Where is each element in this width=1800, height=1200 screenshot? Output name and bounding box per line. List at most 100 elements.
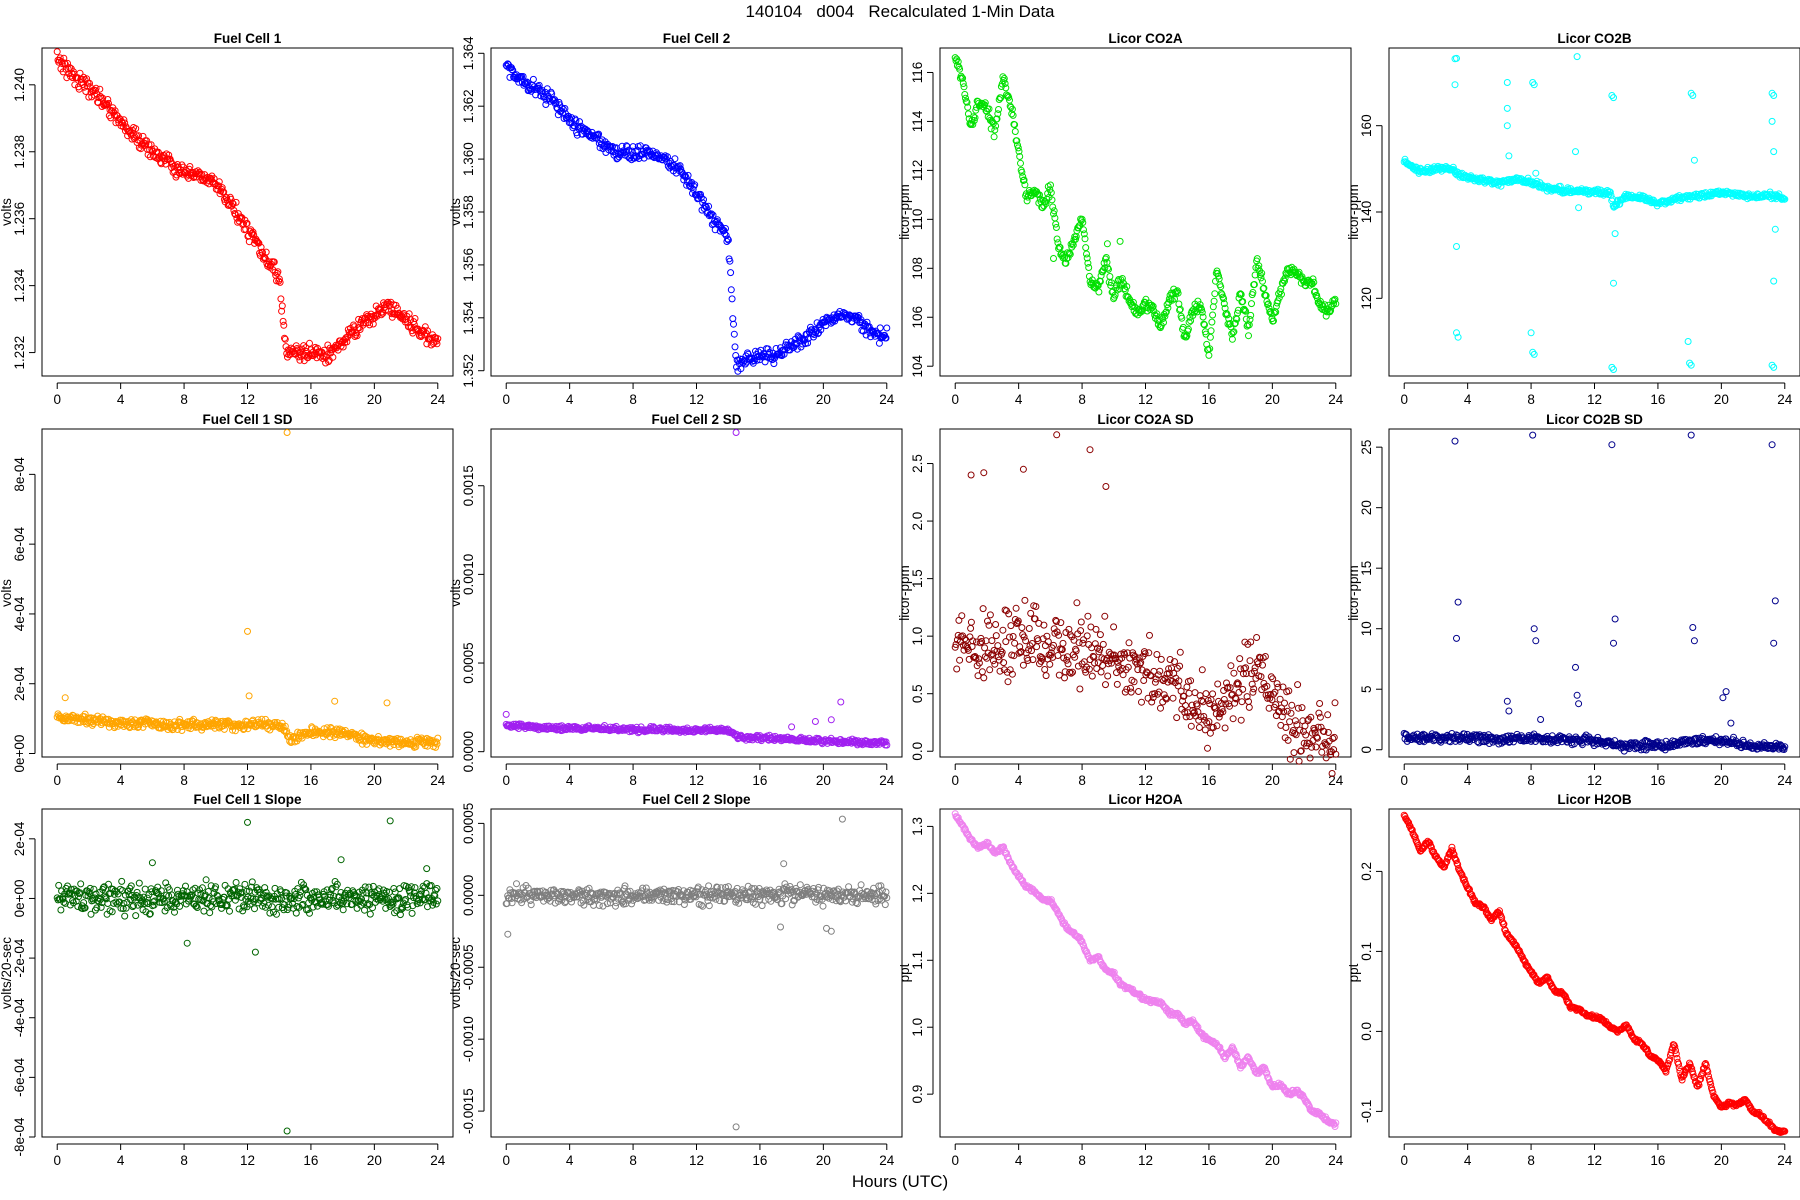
data-point xyxy=(1105,265,1112,273)
data-point xyxy=(1211,290,1219,298)
y-tick-label: 5 xyxy=(1359,685,1374,693)
data-series xyxy=(502,429,891,749)
data-point xyxy=(1044,190,1052,197)
data-point xyxy=(1296,726,1304,734)
data-point xyxy=(1097,272,1105,280)
x-tick-label: 0 xyxy=(502,392,510,407)
data-point xyxy=(1009,111,1017,119)
plot-frame xyxy=(1388,47,1800,377)
figure-title: 140104 d004 Recalculated 1-Min Data xyxy=(745,2,1055,21)
y-tick-label: 1.358 xyxy=(461,195,476,229)
outlier-point xyxy=(1451,81,1459,89)
outlier-point xyxy=(788,723,796,731)
data-point xyxy=(353,332,361,340)
y-tick-label: 0 xyxy=(1359,746,1374,754)
data-point xyxy=(1027,609,1035,617)
data-point xyxy=(393,304,401,312)
data-series xyxy=(502,60,891,375)
data-point xyxy=(215,178,223,186)
data-point xyxy=(1210,297,1218,305)
data-point xyxy=(573,131,581,139)
x-tick-label: 20 xyxy=(1265,392,1280,407)
data-point xyxy=(119,123,127,131)
data-point xyxy=(1221,724,1229,732)
data-point xyxy=(1149,302,1157,310)
data-point xyxy=(118,118,126,126)
x-axis: 0 4 8 12 16 20 24 xyxy=(53,382,446,407)
data-point xyxy=(1095,288,1103,296)
panel-title: Licor CO2B SD xyxy=(1546,412,1643,427)
y-axis-label: licor-ppm xyxy=(897,184,912,240)
data-point xyxy=(1242,307,1250,315)
data-point xyxy=(997,94,1005,102)
data-point xyxy=(1088,672,1096,680)
data-point xyxy=(1227,662,1235,670)
data-point xyxy=(279,317,287,325)
data-point xyxy=(147,141,155,149)
panel-title: Licor CO2B xyxy=(1557,31,1632,46)
x-axis: 0 4 8 12 16 20 24 xyxy=(951,382,1344,407)
y-axis: 0.00.51.01.52.02.5 xyxy=(910,454,934,761)
data-point xyxy=(194,167,202,175)
outlier-point xyxy=(1611,615,1619,623)
data-point xyxy=(594,131,602,139)
outlier-point xyxy=(1575,700,1583,708)
data-point xyxy=(1066,250,1074,258)
data-point xyxy=(138,141,145,149)
outlier-point xyxy=(244,627,251,635)
outlier-point xyxy=(1689,624,1697,631)
data-point xyxy=(535,81,543,89)
y-tick-label: 6e-04 xyxy=(12,526,27,561)
data-point xyxy=(1156,667,1164,675)
data-point xyxy=(1209,303,1217,311)
data-point xyxy=(980,674,988,682)
data-point xyxy=(1129,298,1137,306)
outlier-point xyxy=(1532,169,1540,177)
outlier-point xyxy=(967,471,975,479)
data-point xyxy=(325,358,332,366)
data-point xyxy=(1178,314,1186,322)
data-point xyxy=(434,734,442,742)
data-point xyxy=(339,343,347,351)
data-point xyxy=(105,99,112,107)
data-point xyxy=(278,307,286,315)
data-point xyxy=(232,879,240,886)
data-point xyxy=(964,103,972,111)
data-point xyxy=(110,111,118,119)
outlier-point xyxy=(1610,639,1617,647)
data-point xyxy=(1025,625,1033,632)
panel-title: Fuel Cell 1 xyxy=(214,31,282,46)
data-point xyxy=(1281,274,1289,282)
panel-title: Fuel Cell 2 SD xyxy=(651,412,741,427)
y-tick-label: 0e+00 xyxy=(12,735,27,773)
data-point xyxy=(1220,300,1228,308)
data-point xyxy=(1171,295,1178,303)
y-tick-label: 1.236 xyxy=(12,202,27,236)
data-point xyxy=(1146,631,1153,639)
data-point xyxy=(1245,321,1253,329)
data-point xyxy=(1015,147,1023,155)
outlier-point xyxy=(1768,441,1776,449)
data-point xyxy=(251,905,258,913)
outlier-point xyxy=(1771,597,1779,605)
data-point xyxy=(1229,329,1237,337)
data-point xyxy=(1212,277,1219,285)
data-point xyxy=(1237,291,1245,298)
data-point xyxy=(1033,643,1041,651)
y-tick-label: 1.0 xyxy=(910,627,925,646)
data-point xyxy=(223,194,231,201)
data-point xyxy=(1014,144,1022,152)
data-point xyxy=(1259,277,1266,285)
data-point xyxy=(1054,652,1062,659)
data-point xyxy=(1080,636,1087,644)
data-point xyxy=(64,65,72,73)
data-point xyxy=(1196,301,1204,309)
data-point xyxy=(343,338,351,346)
data-point xyxy=(671,155,679,163)
x-tick-label: 16 xyxy=(1650,773,1665,788)
data-point xyxy=(1202,690,1210,698)
